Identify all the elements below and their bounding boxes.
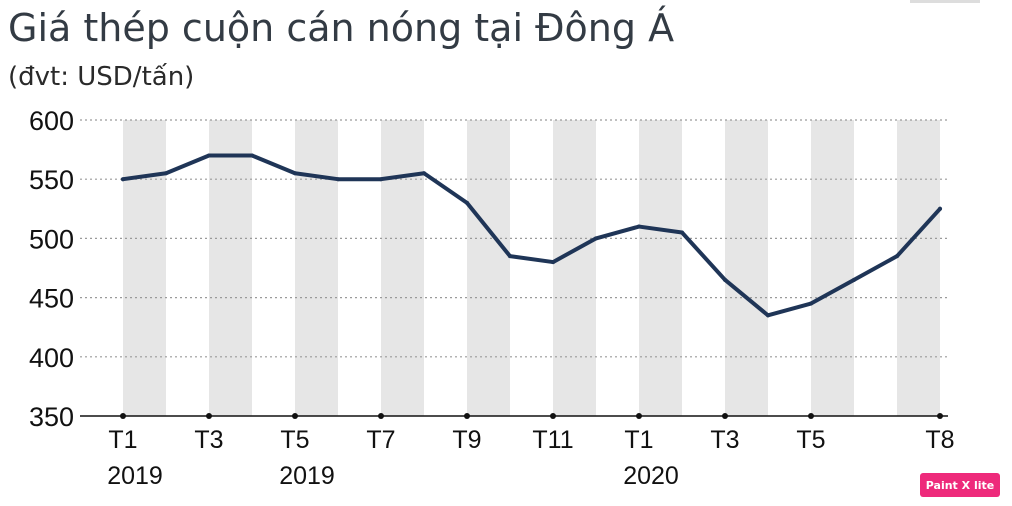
corner-mark [910,0,980,3]
x-tick-year: 2020 [623,462,679,490]
shaded-band [209,120,252,416]
shaded-band [123,120,166,416]
x-axis: T1 2019 T3 T5 2019 T7 T9 T11 T1 2020 T3 T5 T8 [80,413,955,490]
y-tick-label: 500 [29,224,74,254]
data-point [207,153,211,158]
data-point [551,260,555,265]
x-tick-year: 2019 [279,462,335,490]
data-point [594,236,598,241]
y-tick-label: 550 [29,165,74,195]
shaded-bands [123,120,940,416]
series-line [121,153,942,318]
y-tick-label: 600 [29,106,74,136]
y-tick-label: 450 [29,284,74,314]
series-layer [121,153,942,318]
x-tick-label: T3 [194,426,223,454]
y-tick-label: 350 [29,402,74,432]
chart-title: Giá thép cuộn cán nóng tại Đông Á [8,6,675,50]
data-point [164,171,168,176]
x-tick-label: T3 [710,426,739,454]
shaded-band [897,120,940,416]
x-tick-mark [120,413,126,419]
x-tick-year: 2019 [107,462,163,490]
data-point [336,177,340,182]
data-point [637,224,641,229]
shaded-band [553,120,596,416]
data-point [809,301,813,306]
shaded-band [725,120,768,416]
x-tick-mark [464,413,470,419]
data-point [895,254,899,259]
data-point [379,177,383,182]
x-tick-mark [292,413,298,419]
shaded-band [467,120,510,416]
x-tick-label: T5 [796,426,825,454]
shaded-band [811,120,854,416]
x-tick-mark [808,413,814,419]
x-tick-mark [550,413,556,419]
y-axis: 350 400 450 500 550 600 [29,106,74,432]
data-point [680,230,684,235]
data-point [121,177,125,182]
x-tick-label: T9 [452,426,481,454]
data-point [938,206,942,211]
x-tick-mark [722,413,728,419]
x-tick-mark [636,413,642,419]
shaded-band [381,120,424,416]
y-tick-label: 400 [29,343,74,373]
data-point [766,313,770,318]
x-tick-label: T1 [108,426,137,454]
shaded-band [639,120,682,416]
x-tick-mark [206,413,212,419]
shaded-band [295,120,338,416]
data-point [852,277,856,282]
x-tick-label: T7 [366,426,395,454]
chart-subtitle: (đvt: USD/tấn) [8,62,195,92]
data-point [293,171,297,176]
x-tick-label: T5 [280,426,309,454]
data-point [250,153,254,158]
x-tick-label: T1 [624,426,653,454]
x-tick-label: T8 [925,426,954,454]
watermark-badge: Paint X lite [920,473,1000,497]
x-tick-mark [937,413,943,419]
data-point [465,200,469,205]
data-point [508,254,512,259]
data-point [723,277,727,282]
data-point [422,171,426,176]
x-tick-label: T11 [532,426,573,454]
x-tick-mark [378,413,384,419]
